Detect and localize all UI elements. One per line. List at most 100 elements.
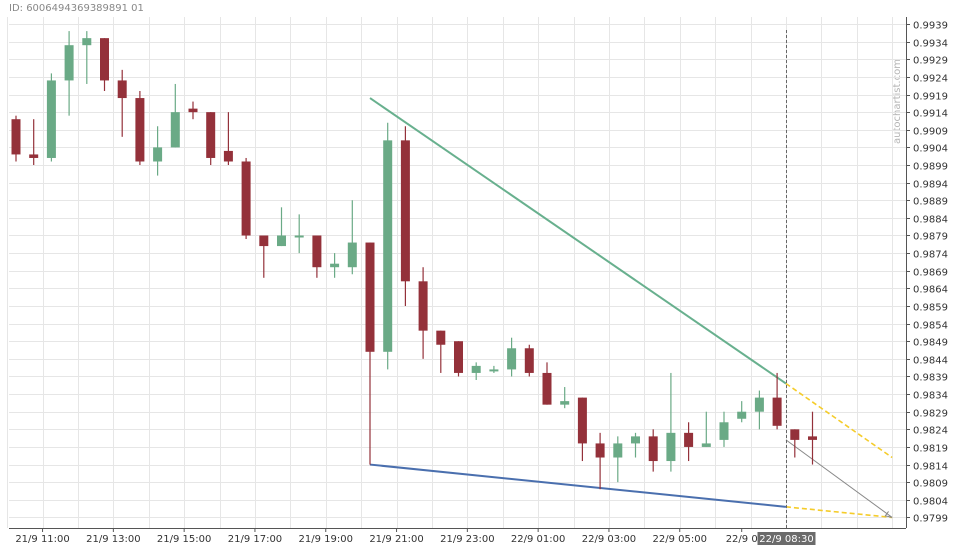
candle-body	[560, 401, 570, 405]
y-tick-label: 0.9864	[913, 285, 948, 296]
candle-body	[418, 281, 428, 331]
x-tick-label: 21/9 13:00	[86, 534, 140, 545]
y-tick-label: 0.9829	[913, 409, 948, 420]
cursor-label: 22/9 08:30	[759, 534, 813, 545]
axes: 0.9939 0.9934 0.9929 0.9924 0.9919 0.9914 0.99…	[9, 17, 948, 545]
candle-body	[524, 348, 534, 373]
y-tick-label: 0.9894	[913, 180, 948, 191]
x-tick-label: 22/9 03:00	[582, 534, 636, 545]
x-tick-label: 21/9 21:00	[369, 534, 423, 545]
x-tick-label: 21/9 19:00	[299, 534, 353, 545]
candle-body	[400, 140, 410, 282]
x-tick-label: 22/9 01:00	[511, 534, 565, 545]
y-tick-label: 0.9869	[913, 268, 948, 279]
candle-body	[436, 330, 446, 345]
forecast-arrow-head	[884, 511, 893, 518]
candle-body	[542, 372, 552, 405]
y-tick-label: 0.9874	[913, 250, 948, 261]
y-tick-label: 0.9799	[913, 514, 948, 525]
y-tick-label: 0.9824	[913, 426, 948, 437]
candle-body	[648, 436, 658, 462]
x-tick-label: 21/9 15:00	[157, 534, 211, 545]
upper-projection	[785, 382, 893, 459]
candle-body	[312, 235, 322, 268]
y-tick-label: 0.9804	[913, 497, 948, 508]
candle-body	[259, 235, 269, 247]
candle-body	[471, 365, 481, 373]
y-tick-label: 0.9819	[913, 444, 948, 455]
cursor-label-bg	[757, 532, 816, 545]
candle-body	[46, 80, 56, 158]
lower-projection	[785, 506, 893, 519]
candle-body	[82, 38, 92, 46]
candle-body	[737, 411, 747, 419]
y-tick-label: 0.9909	[913, 127, 948, 138]
candle-body	[347, 242, 357, 268]
y-tick-label: 0.9914	[913, 109, 948, 120]
candle-body	[772, 397, 782, 426]
y-tick-label: 0.9854	[913, 321, 948, 332]
candle-body	[489, 369, 499, 372]
chart-id-label: ID: 6006494369389891 01	[9, 3, 144, 14]
candle-body	[383, 140, 393, 352]
candle-body	[241, 161, 251, 236]
y-tick-label: 0.9879	[913, 232, 948, 243]
y-tick-label: 0.9929	[913, 56, 948, 67]
y-tick-label: 0.9834	[913, 391, 948, 402]
candle-body	[64, 45, 74, 81]
candle-body	[365, 242, 375, 352]
x-tick-label: 22/9 05:00	[653, 534, 707, 545]
y-tick-label: 0.9809	[913, 479, 948, 490]
y-tick-label: 0.9904	[913, 144, 948, 155]
candle-body	[754, 397, 764, 412]
candle-body	[100, 38, 109, 81]
upper-trendline	[369, 97, 787, 385]
candle-body	[206, 112, 216, 158]
candle-body	[577, 397, 587, 444]
y-tick-label: 0.9814	[913, 462, 948, 473]
candle-body	[29, 154, 39, 158]
y-tick-label: 0.9889	[913, 197, 948, 208]
candle-body	[294, 235, 304, 238]
candle-body	[223, 150, 233, 162]
x-tick-label: 21/9 11:00	[15, 534, 69, 545]
y-tick-label: 0.9919	[913, 92, 948, 103]
candle-body	[188, 108, 198, 113]
y-tick-label: 0.9884	[913, 215, 948, 226]
y-tick-label: 0.9899	[913, 162, 948, 173]
candle-body	[719, 422, 729, 440]
y-tick-label: 0.9939	[913, 21, 948, 32]
forecast-arrow-line	[785, 439, 893, 518]
candle-body	[277, 235, 286, 247]
candle-body	[330, 263, 340, 268]
candle-body	[135, 98, 145, 162]
candle-body	[117, 80, 127, 99]
y-tick-label: 0.9924	[913, 74, 948, 85]
y-tick-label: 0.9839	[913, 373, 948, 384]
candle-body	[170, 112, 180, 148]
candle-body	[631, 436, 640, 444]
candles	[11, 31, 817, 490]
candle-body	[454, 341, 463, 373]
candle-body	[595, 443, 605, 458]
y-tick-label: 0.9934	[913, 39, 948, 50]
candle-body	[11, 119, 21, 155]
candle-body	[790, 429, 800, 440]
x-tick-label: 21/9 17:00	[228, 534, 282, 545]
x-tick-label: 21/9 23:00	[440, 534, 494, 545]
pattern-lines	[369, 97, 893, 519]
candle-body	[666, 432, 676, 462]
y-tick-label: 0.9849	[913, 338, 948, 349]
candle-body	[808, 436, 817, 440]
lower-trendline	[369, 463, 787, 508]
x-tick-label: 22/9 0	[726, 534, 758, 545]
candle-body	[613, 443, 623, 458]
candle-body	[684, 432, 694, 447]
grid	[7, 17, 906, 528]
candle-body	[507, 348, 517, 370]
y-tick-label: 0.9859	[913, 303, 948, 314]
candle-body	[153, 147, 163, 162]
candle-body	[701, 443, 711, 447]
y-tick-label: 0.9844	[913, 356, 948, 367]
